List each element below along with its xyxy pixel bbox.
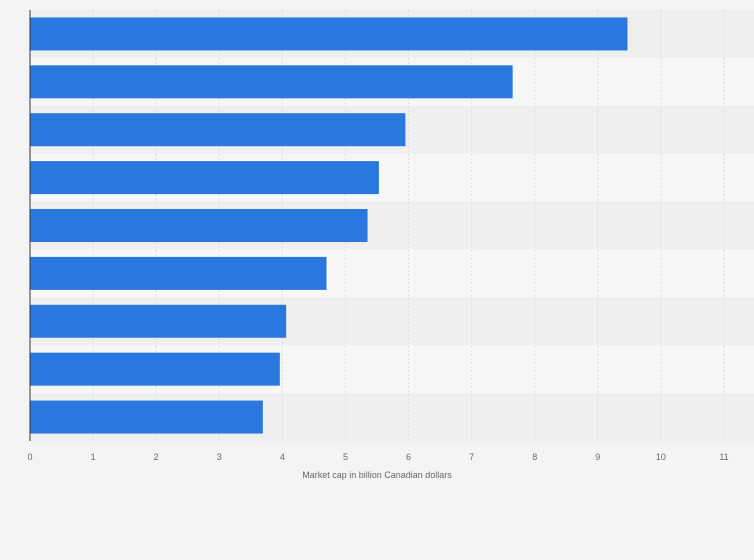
x-tick-label: 3	[217, 452, 222, 462]
x-axis-title: Market cap in billion Canadian dollars	[302, 470, 452, 480]
x-tick-label: 7	[469, 452, 474, 462]
x-tick-label: 11	[719, 452, 728, 462]
bar	[30, 352, 280, 386]
x-tick-label: 4	[280, 452, 285, 462]
x-axis-ticks: 0 1 2 3 4 5 6 7 8 9 10 11	[27, 452, 728, 462]
x-tick-label: 10	[656, 452, 666, 462]
bar	[30, 304, 287, 338]
bar	[30, 65, 513, 99]
bar	[30, 209, 368, 242]
bar	[30, 400, 263, 434]
bar	[30, 113, 406, 147]
x-tick-label: 8	[532, 452, 537, 462]
bar	[30, 161, 379, 195]
x-tick-label: 9	[595, 452, 600, 462]
x-tick-label: 6	[406, 452, 411, 462]
bars	[30, 17, 628, 434]
bar	[30, 256, 327, 290]
bar	[30, 17, 628, 51]
x-tick-label: 2	[154, 452, 159, 462]
x-tick-label: 5	[343, 452, 348, 462]
x-tick-label: 1	[91, 452, 96, 462]
x-tick-label: 0	[27, 452, 32, 462]
